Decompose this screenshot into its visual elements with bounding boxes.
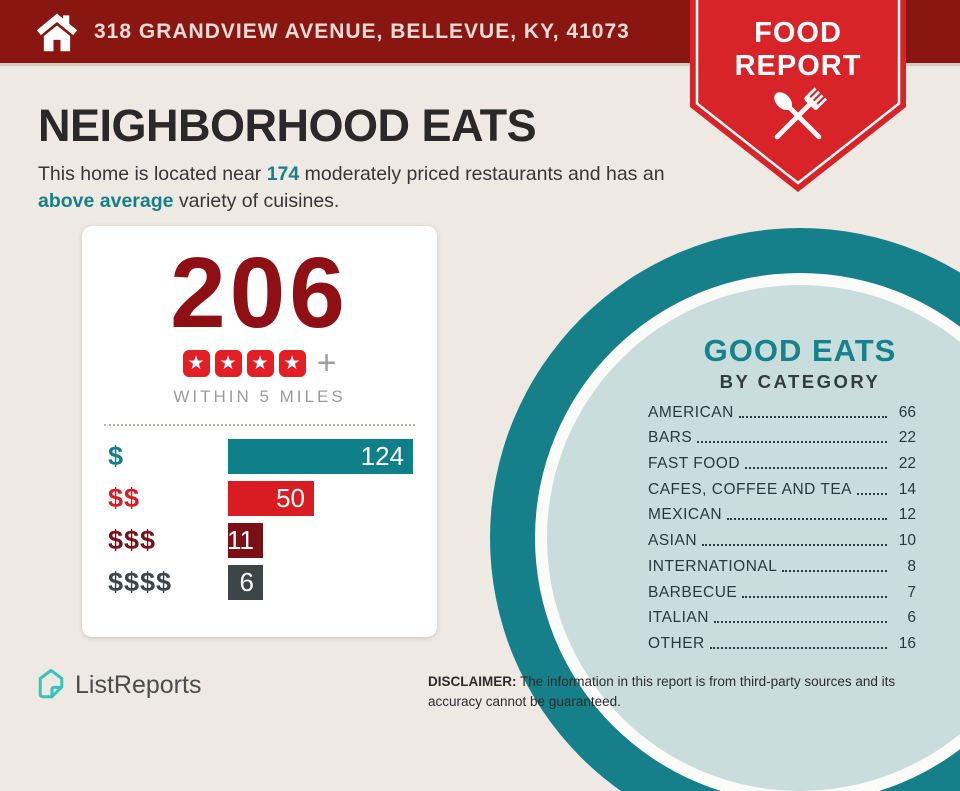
dot-leader <box>697 441 887 444</box>
category-name: CAFES, COFFEE AND TEA <box>648 480 853 498</box>
category-count: 12 <box>898 506 916 524</box>
subtitle-part2: moderately priced restaurants and has an <box>299 163 665 185</box>
price-row: $$ 50 <box>108 481 437 516</box>
category-name: ASIAN <box>648 532 698 550</box>
category-name: ITALIAN <box>648 609 709 627</box>
category-row: INTERNATIONAL 8 <box>648 552 916 578</box>
home-icon <box>36 13 78 51</box>
star-rating: ★ ★ ★ ★ + <box>82 343 437 382</box>
subtitle-part1: This home is located near <box>38 163 267 185</box>
disclaimer-text: DISCLAIMER: The information in this repo… <box>428 672 936 711</box>
category-row: AMERICAN 66 <box>648 398 916 424</box>
restaurant-count: 174 <box>266 163 300 185</box>
price-row: $$$$ 6 <box>108 565 437 600</box>
star-icon: ★ <box>278 349 306 377</box>
category-name: OTHER <box>648 634 705 652</box>
price-tier-label: $$$ <box>108 525 157 555</box>
property-address: 318 GRANDVIEW AVENUE, BELLEVUE, KY, 4107… <box>94 19 630 43</box>
listreports-logo-icon <box>38 668 64 699</box>
category-row: ASIAN 10 <box>648 526 916 552</box>
price-bar-chart: $124 $$ 50 $$$ 11 $$$$ 6 <box>82 439 437 600</box>
price-bar: 124 <box>228 439 413 474</box>
badge-line2: REPORT <box>734 50 862 82</box>
dot-leader <box>738 415 887 418</box>
price-bar-value: 11 <box>227 525 254 555</box>
dot-leader <box>782 569 887 572</box>
price-tier-label: $ <box>108 441 125 471</box>
summary-sentence: This home is located near 174 moderately… <box>38 161 686 215</box>
dot-leader <box>742 595 887 598</box>
category-count: 22 <box>898 429 916 447</box>
dot-leader <box>857 492 887 495</box>
price-tier-label: $$$$ <box>108 567 173 597</box>
brand-name: ListReports <box>75 670 202 699</box>
badge-title: FOOD REPORT <box>690 17 906 83</box>
category-count: 8 <box>907 557 916 575</box>
category-count: 14 <box>898 480 916 498</box>
dot-leader <box>702 544 887 547</box>
dot-leader <box>727 518 887 521</box>
price-bar: 11 <box>227 523 263 558</box>
price-bar-value: 6 <box>239 567 254 597</box>
price-row: $124 <box>108 439 437 474</box>
plus-sign: + <box>316 343 337 382</box>
restaurant-summary-card: 206 ★ ★ ★ ★ + WITHIN 5 MILES $124 $$ 50 $$$ 11 $$… <box>82 226 437 637</box>
price-bar: 50 <box>228 481 314 516</box>
category-count: 66 <box>898 403 916 421</box>
category-row: FAST FOOD 22 <box>648 449 916 475</box>
price-tier-label: $$ <box>108 483 141 513</box>
subtitle-part3: variety of cuisines. <box>173 189 340 212</box>
star-icon: ★ <box>182 349 210 377</box>
price-row: $$$ 11 <box>108 523 437 558</box>
brand-logo: ListReports <box>36 668 201 702</box>
price-bar: 6 <box>228 565 263 600</box>
total-restaurant-count: 206 <box>170 237 349 349</box>
radius-label: WITHIN 5 MILES <box>173 387 346 406</box>
category-name: INTERNATIONAL <box>648 557 778 575</box>
category-count: 10 <box>898 532 916 550</box>
dot-leader <box>709 646 887 649</box>
category-count: 7 <box>907 583 916 601</box>
category-row: CAFES, COFFEE AND TEA 14 <box>648 475 916 501</box>
price-bar-value: 124 <box>360 441 404 471</box>
category-row: BARS 22 <box>648 424 916 450</box>
category-name: BARS <box>648 429 693 447</box>
category-name: MEXICAN <box>648 506 723 524</box>
spoon-and-fork-icon <box>774 87 827 140</box>
dotted-divider <box>104 424 415 426</box>
good-eats-title: GOOD EATS <box>703 333 897 368</box>
category-row: MEXICAN 12 <box>648 501 916 527</box>
badge-line1: FOOD <box>754 17 842 49</box>
category-name: AMERICAN <box>648 403 734 421</box>
badge-ribbon-shape <box>690 0 906 192</box>
disclaimer-label: DISCLAIMER: <box>428 674 517 689</box>
category-name: BARBECUE <box>648 583 738 601</box>
category-count: 16 <box>898 634 916 652</box>
disclaimer-body: The information in this report is from t… <box>428 674 896 709</box>
star-icon: ★ <box>214 349 242 377</box>
category-row: BARBECUE 7 <box>648 578 916 604</box>
food-report-badge: FOOD REPORT <box>690 0 906 198</box>
good-eats-subtitle: BY CATEGORY <box>719 371 881 392</box>
category-row: ITALIAN 6 <box>648 604 916 630</box>
dot-leader <box>713 621 887 624</box>
dot-leader <box>745 467 887 470</box>
page-title: NEIGHBORHOOD EATS <box>38 100 537 151</box>
category-name: FAST FOOD <box>648 455 741 473</box>
category-count: 6 <box>907 609 916 627</box>
price-bar-value: 50 <box>276 483 305 513</box>
category-count: 22 <box>898 455 916 473</box>
good-eats-circle: GOOD EATS BY CATEGORY AMERICAN 66 BARS 22 FA… <box>547 285 960 791</box>
star-icon: ★ <box>246 349 274 377</box>
variety-highlight: above average <box>38 189 174 212</box>
category-row: OTHER 16 <box>648 629 916 655</box>
category-list: AMERICAN 66 BARS 22 FAST FOOD 22 CAFES, COFFEE… <box>648 398 916 655</box>
